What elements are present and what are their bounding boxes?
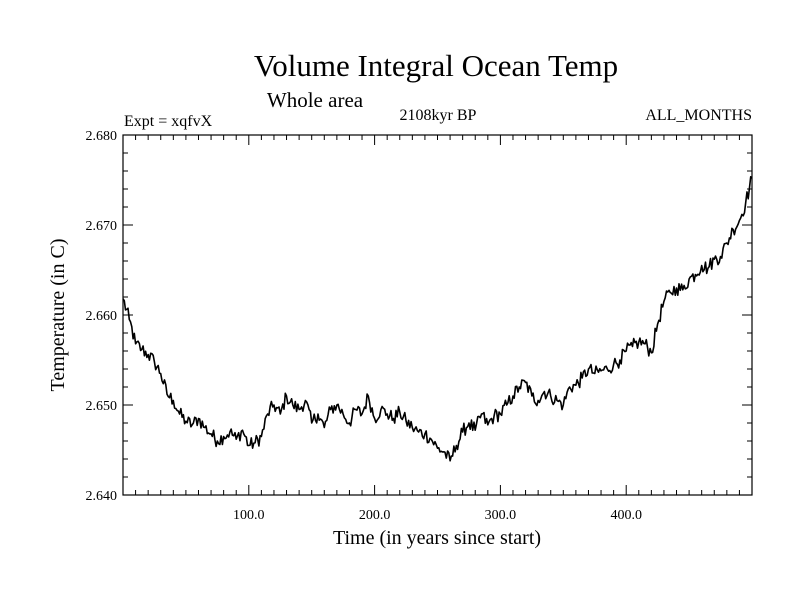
chart-title: Volume Integral Ocean Temp <box>254 48 618 83</box>
y-tick-label: 2.680 <box>86 129 118 144</box>
x-tick-label: 200.0 <box>359 508 391 523</box>
x-tick-label: 300.0 <box>485 508 517 523</box>
period-label: 2108kyr BP <box>400 107 477 124</box>
tick-labels: 100.0 200.0 300.0 400.0 2.640 2.650 2.660 2.670… <box>86 129 642 523</box>
months-label: ALL_MONTHS <box>645 107 752 124</box>
y-axis-label: Temperature (in C) <box>47 239 69 392</box>
y-tick-label: 2.640 <box>86 489 118 504</box>
x-axis-label: Time (in years since start) <box>333 527 541 549</box>
series-line <box>122 176 753 462</box>
y-tick-label: 2.650 <box>86 399 118 414</box>
experiment-label: Expt = xqfvX <box>124 113 213 130</box>
plot-frame <box>122 134 753 496</box>
x-tick-label: 100.0 <box>233 508 265 523</box>
chart-subtitle: Whole area <box>267 88 364 112</box>
y-tick-label: 2.670 <box>86 219 118 234</box>
x-tick-label: 400.0 <box>610 508 642 523</box>
axis-ticks <box>123 135 752 495</box>
y-tick-label: 2.660 <box>86 309 118 324</box>
